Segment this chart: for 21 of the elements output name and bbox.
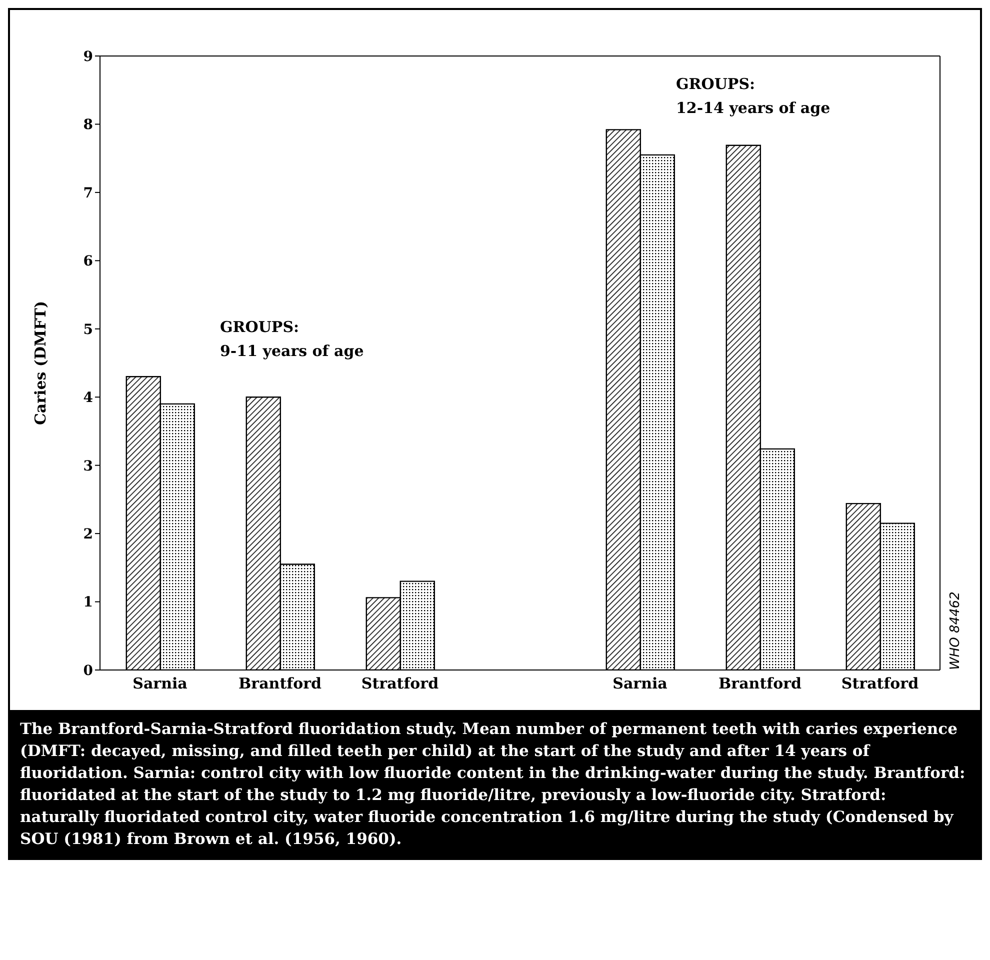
y-tick-label: 5 <box>83 322 93 338</box>
y-tick-label: 8 <box>83 117 93 134</box>
annotation: GROUPS: 9-11 years of age <box>220 316 364 362</box>
y-tick-label: 2 <box>83 526 93 543</box>
y-tick-label: 0 <box>83 662 94 679</box>
text: The Brantford-Sarnia-Stratford fluoridation study. Mean number of permanent teeth with caries experience (DMFT: decayed, missing, and filled teeth per child) at the start of the study and after 14 years of fluoridation. Sarnia: control city with low fluoride content in the drinking-water during the study. Brantford: fluoridated at the start of the study to 1.2 mg fluoride/litre, previously a low-fluoride city. Stratford: naturally fluoridated control city, water fluoride concentration 1.6 mg/litre during the study (Condensed by SOU (1981) from Brown et al. (1956, 1960). <box>10 710 980 858</box>
x-tick-label: Stratford <box>841 674 920 693</box>
annotation: GROUPS: 12-14 years of age <box>676 74 830 120</box>
x-tick-label: Stratford <box>361 674 440 693</box>
y-tick-label: 6 <box>83 254 93 270</box>
x-tick-label: Brantford <box>238 674 322 693</box>
y-tick-label: 3 <box>83 458 93 474</box>
y-tick-label: 7 <box>83 185 93 202</box>
x-tick-label: Sarnia <box>612 674 668 693</box>
x-tick-label: Brantford <box>718 674 802 693</box>
x-tick-label: Sarnia <box>132 674 188 693</box>
y-axis-title: Caries (DMFT) <box>31 300 50 426</box>
text: WHO 84462 <box>948 592 963 670</box>
y-tick-label: 9 <box>83 48 93 65</box>
y-tick-label: 1 <box>83 594 93 611</box>
y-tick-label: 4 <box>83 390 94 406</box>
